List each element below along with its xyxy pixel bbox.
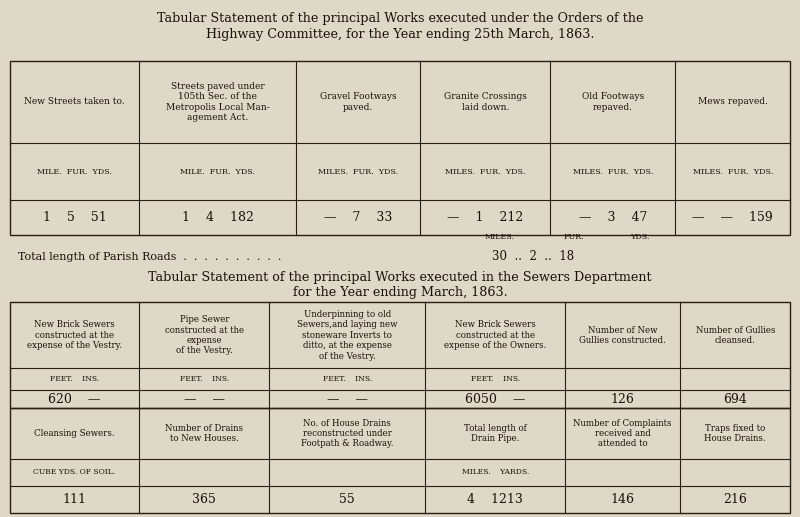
- Text: —    1    212: — 1 212: [447, 211, 523, 224]
- Text: Granite Crossings
laid down.: Granite Crossings laid down.: [444, 92, 527, 112]
- Text: New Streets taken to.: New Streets taken to.: [24, 97, 125, 107]
- Text: 126: 126: [610, 392, 634, 406]
- Text: —    —    159: — — 159: [693, 211, 773, 224]
- Text: MILES.  FUR.  YDS.: MILES. FUR. YDS.: [446, 168, 526, 176]
- Text: Cleansing Sewers.: Cleansing Sewers.: [34, 429, 115, 438]
- Text: FUR.: FUR.: [564, 233, 585, 241]
- Text: FEET.    INS.: FEET. INS.: [322, 375, 372, 383]
- Text: Total length of Parish Roads  .  .  .  .  .  .  .  .  .  .: Total length of Parish Roads . . . . . .…: [18, 252, 281, 262]
- Text: MILES.: MILES.: [485, 233, 515, 241]
- Bar: [10, 61, 790, 235]
- Text: MILE.  FUR.  YDS.: MILE. FUR. YDS.: [37, 168, 112, 176]
- Text: FEET.    INS.: FEET. INS.: [180, 375, 229, 383]
- Text: MILE.  FUR.  YDS.: MILE. FUR. YDS.: [180, 168, 255, 176]
- Text: Gravel Footways
paved.: Gravel Footways paved.: [320, 92, 396, 112]
- Text: 6050    —: 6050 —: [465, 392, 526, 406]
- Text: FEET.    INS.: FEET. INS.: [470, 375, 520, 383]
- Text: 216: 216: [723, 493, 747, 506]
- Text: 365: 365: [192, 493, 216, 506]
- Text: Old Footways
repaved.: Old Footways repaved.: [582, 92, 644, 112]
- Text: 55: 55: [339, 493, 355, 506]
- Text: 1    4    182: 1 4 182: [182, 211, 254, 224]
- Text: New Brick Sewers
constructed at the
expense of the Vestry.: New Brick Sewers constructed at the expe…: [27, 321, 122, 350]
- Text: for the Year ending March, 1863.: for the Year ending March, 1863.: [293, 286, 507, 299]
- Text: 111: 111: [62, 493, 86, 506]
- Text: 694: 694: [723, 392, 747, 406]
- Text: —    7    33: — 7 33: [324, 211, 392, 224]
- Text: CUBE YDS. OF SOIL.: CUBE YDS. OF SOIL.: [34, 468, 115, 476]
- Text: Pipe Sewer
constructed at the
expense
of the Vestry.: Pipe Sewer constructed at the expense of…: [165, 315, 244, 355]
- Text: Tabular Statement of the principal Works executed in the Sewers Department: Tabular Statement of the principal Works…: [148, 271, 652, 284]
- Text: 620    —: 620 —: [48, 392, 101, 406]
- Text: No. of House Drains
reconstructed under
Footpath & Roadway.: No. of House Drains reconstructed under …: [301, 419, 394, 448]
- Text: Traps fixed to
House Drains.: Traps fixed to House Drains.: [705, 424, 766, 443]
- Text: 30  ..  2  ..  18: 30 .. 2 .. 18: [492, 250, 574, 264]
- Text: Number of Drains
to New Houses.: Number of Drains to New Houses.: [166, 424, 243, 443]
- Bar: [10, 302, 790, 408]
- Text: MILES.    YARDS.: MILES. YARDS.: [462, 468, 529, 476]
- Text: —    —: — —: [184, 392, 225, 406]
- Text: Number of Complaints
received and
attended to: Number of Complaints received and attend…: [574, 419, 672, 448]
- Text: Total length of
Drain Pipe.: Total length of Drain Pipe.: [464, 424, 526, 443]
- Bar: [10, 408, 790, 513]
- Text: New Brick Sewers
constructed at the
expense of the Owners.: New Brick Sewers constructed at the expe…: [444, 321, 546, 350]
- Text: —    3    47: — 3 47: [578, 211, 647, 224]
- Text: MILES.  FUR.  YDS.: MILES. FUR. YDS.: [318, 168, 398, 176]
- Text: Underpinning to old
Sewers,and laying new
stoneware Inverts to
ditto, at the exp: Underpinning to old Sewers,and laying ne…: [297, 310, 398, 360]
- Text: Number of Gullies
cleansed.: Number of Gullies cleansed.: [695, 326, 775, 345]
- Text: FEET.    INS.: FEET. INS.: [50, 375, 99, 383]
- Text: Tabular Statement of the principal Works executed under the Orders of the: Tabular Statement of the principal Works…: [157, 12, 643, 25]
- Text: 146: 146: [610, 493, 634, 506]
- Text: Number of New
Gullies constructed.: Number of New Gullies constructed.: [579, 326, 666, 345]
- Text: Highway Committee, for the Year ending 25th March, 1863.: Highway Committee, for the Year ending 2…: [206, 27, 594, 41]
- Text: 1    5    51: 1 5 51: [42, 211, 106, 224]
- Text: Streets paved under
105th Sec. of the
Metropolis Local Man-
agement Act.: Streets paved under 105th Sec. of the Me…: [166, 82, 270, 122]
- Text: —    —: — —: [326, 392, 368, 406]
- Text: 4    1213: 4 1213: [467, 493, 523, 506]
- Text: MILES.  FUR.  YDS.: MILES. FUR. YDS.: [573, 168, 653, 176]
- Text: MILES.  FUR.  YDS.: MILES. FUR. YDS.: [693, 168, 773, 176]
- Text: Mews repaved.: Mews repaved.: [698, 97, 768, 107]
- Text: YDS.: YDS.: [630, 233, 650, 241]
